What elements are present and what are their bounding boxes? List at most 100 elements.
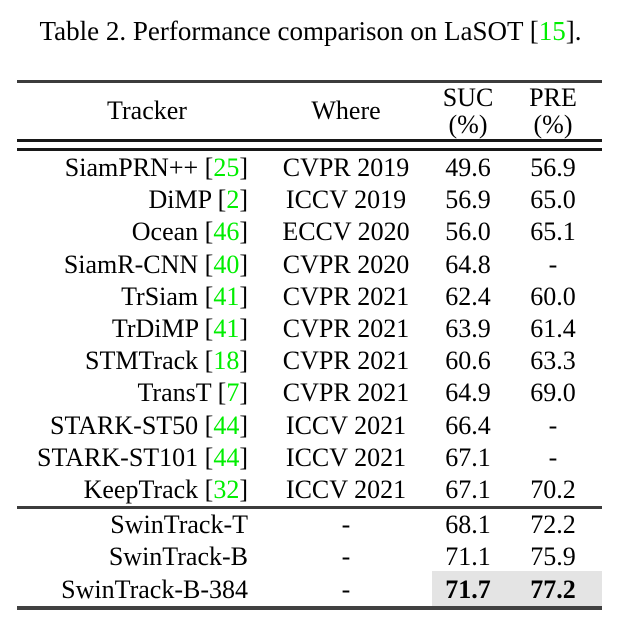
citation-number: 41 xyxy=(213,314,240,344)
venue-cell: ICCV 2021 xyxy=(285,442,407,472)
suc-value-cell: 62.4 xyxy=(445,281,491,311)
tracker-name-cell: TrSiam [41] xyxy=(121,281,248,311)
pre-value-cell: - xyxy=(548,442,558,472)
tracker-name-cell: STARK-ST50 [44] xyxy=(50,410,248,440)
citation-number: 40 xyxy=(213,249,240,279)
pre-value-cell: 70.2 xyxy=(530,474,576,504)
table-row: SwinTrack-B-384 - 71.7 77.2 xyxy=(17,574,602,606)
suc-value-cell: 63.9 xyxy=(445,314,491,344)
col-header-tracker: Tracker xyxy=(107,96,187,125)
venue-cell: CVPR 2021 xyxy=(282,314,410,344)
col-header-pre: PRE (%) xyxy=(504,83,602,139)
venue-cell: - xyxy=(341,542,351,572)
pre-value-cell: - xyxy=(548,410,558,440)
header-separator-rule-2 xyxy=(17,148,602,151)
citation-number: 44 xyxy=(213,442,240,472)
suc-value-cell: 66.4 xyxy=(445,410,491,440)
tracker-rows-group-1: SiamPRN++ [25] CVPR 2019 49.6 56.9 DiMP [2] I… xyxy=(17,152,602,506)
tracker-name-cell: KeepTrack [32] xyxy=(83,474,248,504)
caption-text-end: ]. xyxy=(565,16,582,46)
venue-cell: ICCV 2021 xyxy=(285,410,407,440)
table-row: TrDiMP [41] CVPR 2021 63.9 61.4 xyxy=(17,313,602,345)
table-row: STMTrack [18] CVPR 2021 60.6 63.3 xyxy=(17,345,602,377)
best-result-highlight-box xyxy=(432,571,602,606)
suc-value-cell: 60.6 xyxy=(445,346,491,376)
venue-cell: ICCV 2019 xyxy=(285,185,407,215)
pre-value-cell: 75.9 xyxy=(530,542,576,572)
table-row: Ocean [46] ECCV 2020 56.0 65.1 xyxy=(17,216,602,248)
tracker-name-cell: TrDiMP [41] xyxy=(111,314,248,344)
suc-value-cell: 64.9 xyxy=(445,378,491,408)
caption-citation: 15 xyxy=(538,16,566,46)
tracker-name-cell: SiamR-CNN [40] xyxy=(63,249,248,279)
pre-value-cell: 60.0 xyxy=(530,281,576,311)
suc-value-cell: 56.9 xyxy=(445,185,491,215)
venue-cell: ECCV 2020 xyxy=(282,217,410,247)
pre-value-cell: 61.4 xyxy=(530,314,576,344)
table-row: TransT [7] CVPR 2021 64.9 69.0 xyxy=(17,377,602,409)
suc-value-cell: 71.7 xyxy=(445,574,491,604)
tracker-name-cell: SwinTrack-T xyxy=(110,510,248,540)
pre-value-cell: 72.2 xyxy=(530,510,576,540)
col-header-suc-unit: (%) xyxy=(448,110,488,139)
table-row: SiamR-CNN [40] CVPR 2020 64.8 - xyxy=(17,249,602,281)
citation-number: 32 xyxy=(213,474,240,504)
table-row: TrSiam [41] CVPR 2021 62.4 60.0 xyxy=(17,281,602,313)
table-bottom-rule xyxy=(17,606,602,610)
col-header-where: Where xyxy=(311,96,381,125)
table-row: KeepTrack [32] ICCV 2021 67.1 70.2 xyxy=(17,474,602,506)
table-top-rule xyxy=(17,80,602,83)
table-row: SwinTrack-B - 71.1 75.9 xyxy=(17,541,602,573)
table-row: SwinTrack-T - 68.1 72.2 xyxy=(17,509,602,541)
pre-value-cell: 56.9 xyxy=(530,153,576,183)
suc-value-cell: 67.1 xyxy=(445,442,491,472)
suc-value-cell: 67.1 xyxy=(445,474,491,504)
col-header-pre-label: PRE xyxy=(529,83,577,112)
suc-value-cell: 56.0 xyxy=(445,217,491,247)
citation-number: 44 xyxy=(213,410,240,440)
citation-number: 2 xyxy=(226,185,240,215)
pre-value-cell: 69.0 xyxy=(530,378,576,408)
suc-value-cell: 49.6 xyxy=(445,153,491,183)
col-header-suc-label: SUC xyxy=(442,83,494,112)
pre-value-cell: 65.0 xyxy=(530,185,576,215)
table-row: STARK-ST50 [44] ICCV 2021 66.4 - xyxy=(17,410,602,442)
tracker-name-cell: TransT [7] xyxy=(137,378,248,408)
citation-number: 41 xyxy=(213,281,240,311)
citation-number: 7 xyxy=(226,378,240,408)
col-header-pre-unit: (%) xyxy=(533,110,573,139)
table-row: DiMP [2] ICCV 2019 56.9 65.0 xyxy=(17,184,602,216)
citation-number: 46 xyxy=(213,217,240,247)
suc-value-cell: 68.1 xyxy=(445,510,491,540)
tracker-rows-group-2: SwinTrack-T - 68.1 72.2 SwinTrack-B - 71.1 75.9… xyxy=(17,509,602,606)
tracker-name-cell: DiMP [2] xyxy=(148,185,248,215)
tracker-name-cell: SiamPRN++ [25] xyxy=(64,153,248,183)
header-separator-rule-1 xyxy=(17,139,602,142)
citation-number: 18 xyxy=(213,346,240,376)
performance-table: Tracker Where SUC (%) PRE (%) SiamPRN++ … xyxy=(17,80,602,611)
venue-cell: CVPR 2021 xyxy=(282,346,410,376)
venue-cell: CVPR 2019 xyxy=(282,153,410,183)
pre-value-cell: 77.2 xyxy=(530,574,576,604)
col-header-suc: SUC (%) xyxy=(432,83,504,139)
citation-number: 25 xyxy=(213,153,240,183)
tracker-name-cell: SwinTrack-B xyxy=(108,542,248,572)
tracker-name-cell: STARK-ST101 [44] xyxy=(37,442,248,472)
pre-value-cell: - xyxy=(548,249,558,279)
venue-cell: CVPR 2020 xyxy=(282,249,410,279)
table-row: SiamPRN++ [25] CVPR 2019 49.6 56.9 xyxy=(17,152,602,184)
table-caption: Table 2. Performance comparison on LaSOT… xyxy=(0,13,621,49)
suc-value-cell: 64.8 xyxy=(445,249,491,279)
venue-cell: - xyxy=(341,510,351,540)
suc-value-cell: 71.1 xyxy=(445,542,491,572)
venue-cell: - xyxy=(341,574,351,604)
tracker-name-cell: STMTrack [18] xyxy=(84,346,248,376)
tracker-name-cell: Ocean [46] xyxy=(131,217,248,247)
table-row: STARK-ST101 [44] ICCV 2021 67.1 - xyxy=(17,442,602,474)
venue-cell: CVPR 2021 xyxy=(282,281,410,311)
pre-value-cell: 65.1 xyxy=(530,217,576,247)
pre-value-cell: 63.3 xyxy=(530,346,576,376)
venue-cell: CVPR 2021 xyxy=(282,378,410,408)
caption-text: Table 2. Performance comparison on LaSOT… xyxy=(39,16,539,46)
tracker-name-cell: SwinTrack-B-384 xyxy=(61,574,248,604)
